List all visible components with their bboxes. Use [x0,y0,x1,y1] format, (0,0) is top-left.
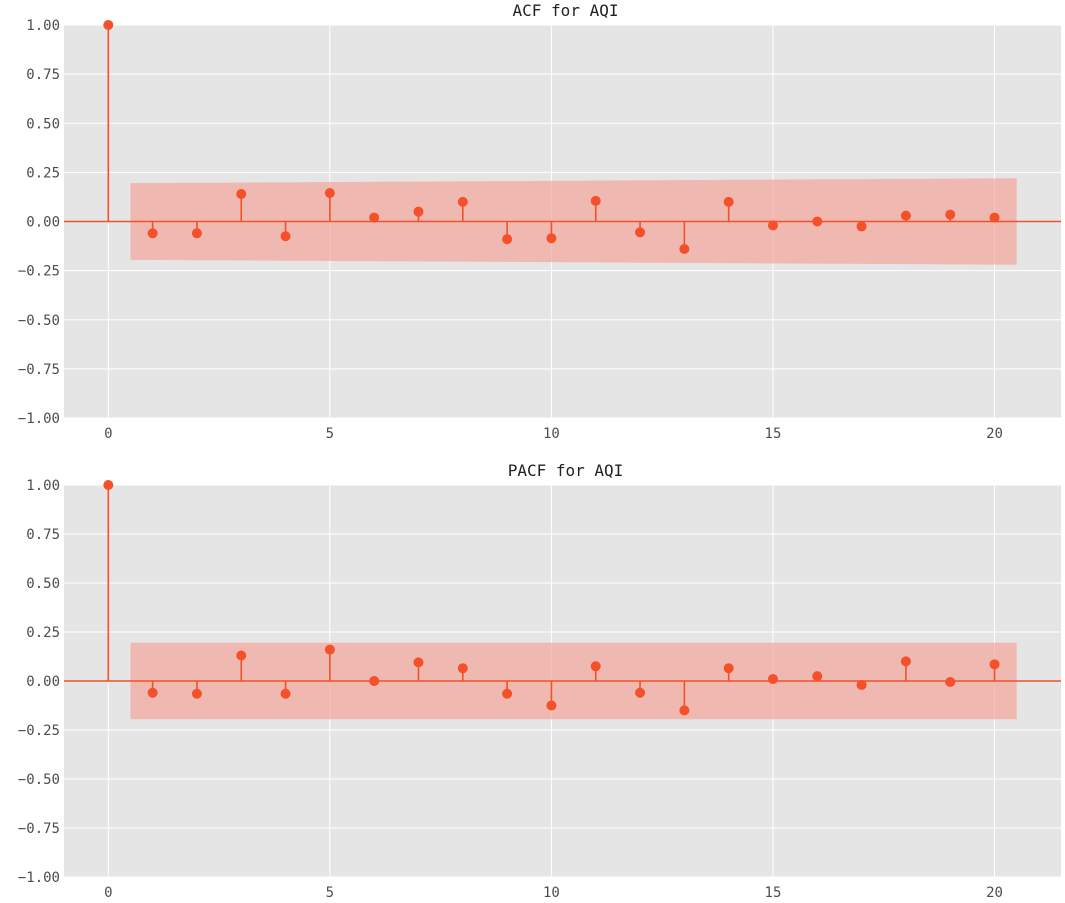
marker-lag-1 [147,687,158,698]
marker-lag-20 [989,659,1000,670]
marker-lag-7 [413,657,424,668]
y-tick-label: 0.75 [26,67,60,83]
marker-lag-3 [236,188,247,199]
y-tick-label: −1.00 [18,870,60,886]
marker-lag-15 [767,220,778,231]
acf-chart: −1.00 −0.75 −0.50 −0.25 0.00 0.25 0.50 0.75 1.00… [18,1,1061,442]
marker-lag-6 [369,212,380,223]
marker-lag-12 [635,687,646,698]
marker-lag-9 [502,688,513,699]
y-tick-label: 0.00 [26,674,60,690]
marker-lag-5 [324,644,335,655]
marker-lag-14 [723,663,734,674]
y-tick-label: 0.25 [26,165,60,181]
y-tick-label: 0.50 [26,576,60,592]
marker-lag-10 [546,700,557,711]
y-tick-label: −0.75 [18,362,60,378]
marker-lag-20 [989,212,1000,223]
x-tick-label: 15 [765,885,782,901]
x-tick-label: 5 [326,885,334,901]
y-tick-label: −0.25 [18,723,60,739]
y-tick-label: −0.50 [18,772,60,788]
marker-lag-19 [945,676,956,687]
chart-title: PACF for AQI [508,461,624,480]
marker-lag-18 [900,210,911,221]
marker-lag-15 [767,674,778,685]
x-tick-label: 5 [326,426,334,442]
x-tick-label: 0 [104,426,112,442]
x-tick-label: 20 [986,885,1003,901]
marker-lag-13 [679,244,690,255]
marker-lag-2 [191,228,202,239]
y-tick-label: 0.25 [26,625,60,641]
marker-lag-9 [502,234,513,245]
y-tick-label: −1.00 [18,411,60,427]
marker-lag-19 [945,209,956,220]
marker-lag-7 [413,206,424,217]
marker-lag-11 [590,195,601,206]
marker-lag-6 [369,676,380,686]
pacf-chart: −1.00 −0.75 −0.50 −0.25 0.00 0.25 0.50 0.75 1.00… [18,461,1061,901]
marker-lag-2 [191,688,202,699]
marker-lag-3 [236,650,247,661]
marker-lag-18 [900,656,911,667]
x-tick-label: 0 [104,885,112,901]
marker-lag-13 [679,705,690,716]
y-tick-label: 0.00 [26,215,60,231]
y-tick-label: 0.50 [26,116,60,132]
marker-lag-8 [457,663,468,674]
x-tick-label: 10 [543,426,560,442]
y-tick-label: 0.75 [26,527,60,543]
marker-lag-4 [280,688,291,699]
marker-lag-1 [147,228,158,239]
y-tick-label: 1.00 [26,478,60,494]
y-tick-label: −0.75 [18,821,60,837]
marker-lag-0 [103,20,114,30]
y-tick-label: 1.00 [26,18,60,34]
marker-lag-17 [856,679,867,690]
marker-lag-11 [590,661,601,672]
y-tick-label: −0.25 [18,264,60,280]
x-tick-label: 20 [986,426,1003,442]
x-tick-label: 15 [765,426,782,442]
y-tick-label: −0.50 [18,313,60,329]
marker-lag-4 [280,231,291,242]
chart-title: ACF for AQI [513,1,619,20]
marker-lag-16 [812,216,823,227]
x-tick-label: 10 [543,885,560,901]
marker-lag-17 [856,221,867,232]
marker-lag-8 [457,196,468,207]
marker-lag-14 [723,196,734,207]
marker-lag-16 [812,671,823,682]
marker-lag-5 [324,188,335,199]
marker-lag-12 [635,227,646,238]
marker-lag-10 [546,233,557,244]
marker-lag-0 [103,480,114,490]
